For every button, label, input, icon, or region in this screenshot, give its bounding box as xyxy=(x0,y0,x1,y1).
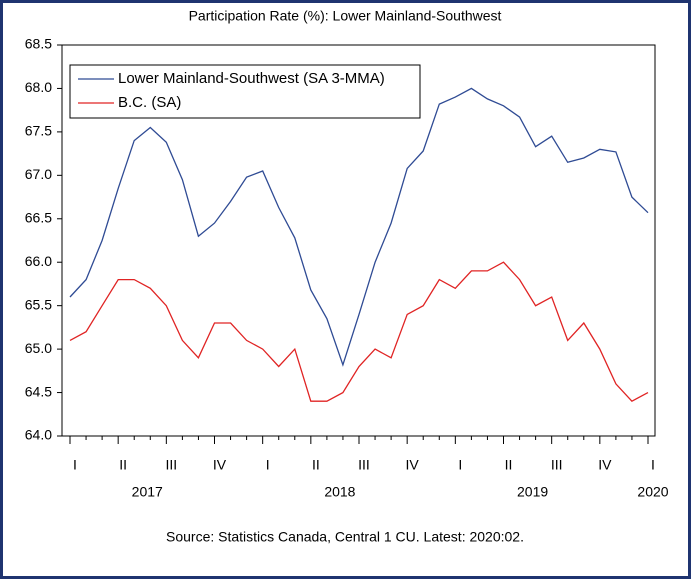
x-tick-label: IV xyxy=(213,457,227,473)
x-tick-label: II xyxy=(312,457,320,473)
x-tick-label: I xyxy=(73,457,77,473)
x-tick-label: III xyxy=(358,457,370,473)
y-tick-label: 66.5 xyxy=(25,209,52,225)
year-label: 2017 xyxy=(132,484,163,500)
x-tick-label: II xyxy=(119,457,127,473)
x-tick-label: IV xyxy=(406,457,420,473)
year-label: 2018 xyxy=(324,484,355,500)
x-tick-label: I xyxy=(266,457,270,473)
source-note: Source: Statistics Canada, Central 1 CU.… xyxy=(166,529,524,545)
series-line xyxy=(69,87,649,367)
y-tick-label: 68.0 xyxy=(25,79,52,95)
y-tick-label: 66.0 xyxy=(25,253,52,269)
series-line xyxy=(69,261,649,403)
y-tick-label: 68.5 xyxy=(25,36,52,52)
legend-label: Lower Mainland-Southwest (SA 3-MMA) xyxy=(118,70,385,87)
legend-label: B.C. (SA) xyxy=(118,94,181,111)
x-tick-label: III xyxy=(165,457,177,473)
x-tick-label: I xyxy=(651,457,655,473)
year-label: 2019 xyxy=(517,484,548,500)
legend-box xyxy=(69,64,421,119)
y-tick-label: 67.5 xyxy=(25,123,52,139)
y-tick-label: 65.0 xyxy=(25,340,52,356)
y-tick-label: 64.0 xyxy=(25,427,52,443)
x-tick-label: III xyxy=(551,457,563,473)
x-tick-label: II xyxy=(505,457,513,473)
y-tick-label: 67.0 xyxy=(25,166,52,182)
chart-title: Participation Rate (%): Lower Mainland-S… xyxy=(189,8,502,24)
y-tick-label: 64.5 xyxy=(25,383,52,399)
y-tick-label: 65.5 xyxy=(25,296,52,312)
x-tick-label: I xyxy=(458,457,462,473)
year-label: 2020 xyxy=(637,484,668,500)
x-tick-label: IV xyxy=(598,457,612,473)
